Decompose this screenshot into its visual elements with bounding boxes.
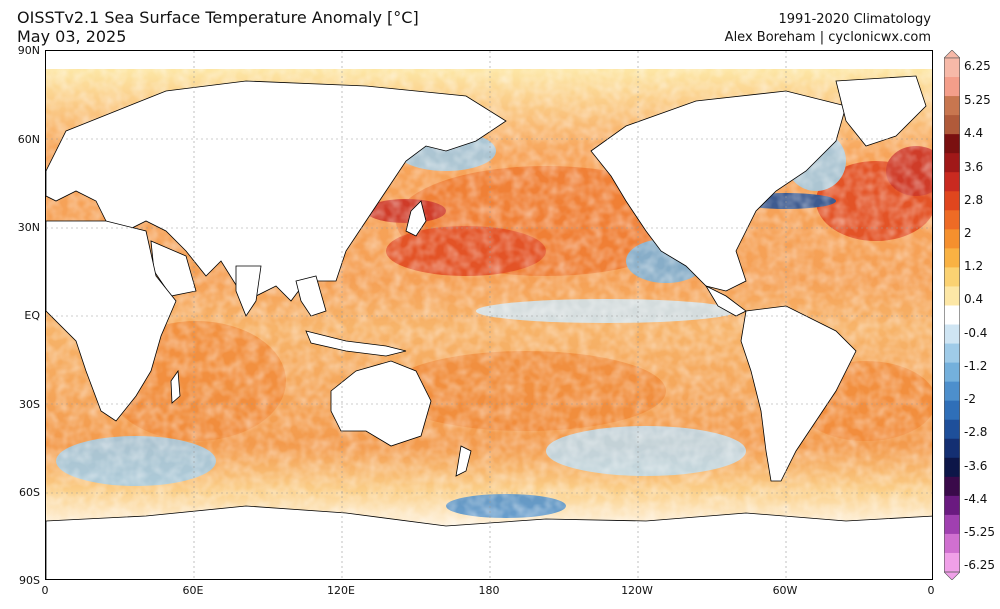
landmass-new-zealand xyxy=(455,445,472,477)
colorbar-label: 2 xyxy=(964,226,972,240)
lon-label: 0 xyxy=(41,584,49,597)
colorbar-label: 5.25 xyxy=(964,93,991,107)
landmass-antarctica xyxy=(46,505,932,579)
lon-label: 120E xyxy=(327,584,355,597)
colorbar-label: -6.25 xyxy=(964,558,996,572)
colorbar-swatch xyxy=(944,153,960,173)
sst-anomaly-map xyxy=(45,50,933,580)
colorbar-swatch xyxy=(944,267,960,287)
lon-label: 60W xyxy=(772,584,798,597)
lon-label: 180 xyxy=(478,584,500,597)
colorbar-label: 4.4 xyxy=(964,126,984,140)
colorbar-swatch xyxy=(944,115,960,135)
landmass-greenland xyxy=(835,75,927,147)
colorbar-swatch xyxy=(944,495,960,516)
colorbar-swatch xyxy=(944,96,960,116)
colorbar-label: 1.2 xyxy=(964,259,984,273)
colorbar-swatch xyxy=(944,343,960,364)
lat-label: EQ xyxy=(24,309,40,322)
map-date: May 03, 2025 xyxy=(17,27,127,46)
landmass-central-america xyxy=(704,285,747,317)
lat-label: 60S xyxy=(19,486,40,499)
lat-label: 60N xyxy=(17,133,40,146)
credit-label: Alex Boreham | cyclonicwx.com xyxy=(724,30,931,45)
colorbar-swatch xyxy=(944,400,960,421)
colorbar-swatch xyxy=(944,191,960,211)
colorbar-swatch xyxy=(944,324,960,345)
landmass-south-america xyxy=(740,305,857,482)
colorbar-label: 6.25 xyxy=(964,59,991,73)
landmass-australia xyxy=(330,360,432,447)
map-title: OISSTv2.1 Sea Surface Temperature Anomal… xyxy=(17,8,419,27)
colorbar-swatch xyxy=(944,305,960,326)
colorbar-swatch xyxy=(944,172,960,192)
lat-label: 30S xyxy=(19,398,40,411)
lon-label: 60E xyxy=(182,584,204,597)
land-masses xyxy=(46,51,932,579)
colorbar-swatch xyxy=(944,248,960,268)
graticule xyxy=(46,51,932,579)
colorbar-label: -4.4 xyxy=(964,492,988,506)
colorbar-label: -3.6 xyxy=(964,459,988,473)
colorbar-swatch xyxy=(944,438,960,459)
colorbar-swatch xyxy=(944,457,960,478)
colorbar-label: -1.2 xyxy=(964,359,988,373)
colorbar-bottom-arrow xyxy=(944,571,960,580)
lat-label: 30N xyxy=(17,221,40,234)
lat-label: 90N xyxy=(17,44,40,57)
landmass-indochina xyxy=(295,275,327,317)
colorbar-swatch xyxy=(944,229,960,249)
landmass-africa xyxy=(46,220,177,422)
colorbar-swatch xyxy=(944,58,960,78)
climatology-label: 1991-2020 Climatology xyxy=(778,12,931,27)
colorbar-label: 2.8 xyxy=(964,193,984,207)
colorbar-top-arrow xyxy=(944,50,960,59)
map-canvas xyxy=(46,51,932,579)
colorbar-frame xyxy=(944,57,960,573)
colorbar-swatch xyxy=(944,362,960,383)
landmass-india xyxy=(235,265,262,317)
landmass-indonesia xyxy=(305,330,407,357)
colorbar-swatch xyxy=(944,552,960,573)
colorbar-label: -2.8 xyxy=(964,425,988,439)
colorbar-swatch xyxy=(944,286,960,306)
lon-label: 120W xyxy=(621,584,653,597)
colorbar-swatch xyxy=(944,533,960,554)
landmass-arctic-north xyxy=(46,51,932,69)
colorbar-label: -5.25 xyxy=(964,525,996,539)
colorbar xyxy=(944,50,960,580)
colorbar-swatch xyxy=(944,419,960,440)
landmass-japan xyxy=(405,200,427,237)
colorbar-swatch xyxy=(944,134,960,154)
colorbar-swatch xyxy=(944,210,960,230)
colorbar-label: 3.6 xyxy=(964,160,984,174)
landmass-madagascar xyxy=(170,369,181,404)
landmass-north-america xyxy=(590,90,847,292)
lat-label: 90S xyxy=(19,574,40,587)
lon-label: 0 xyxy=(927,584,935,597)
colorbar-swatch xyxy=(944,77,960,97)
colorbar-label: -0.4 xyxy=(964,326,988,340)
colorbar-label: 0.4 xyxy=(964,292,984,306)
colorbar-swatch xyxy=(944,476,960,497)
colorbar-label: -2 xyxy=(964,392,976,406)
colorbar-swatch xyxy=(944,514,960,535)
colorbar-swatch xyxy=(944,381,960,402)
